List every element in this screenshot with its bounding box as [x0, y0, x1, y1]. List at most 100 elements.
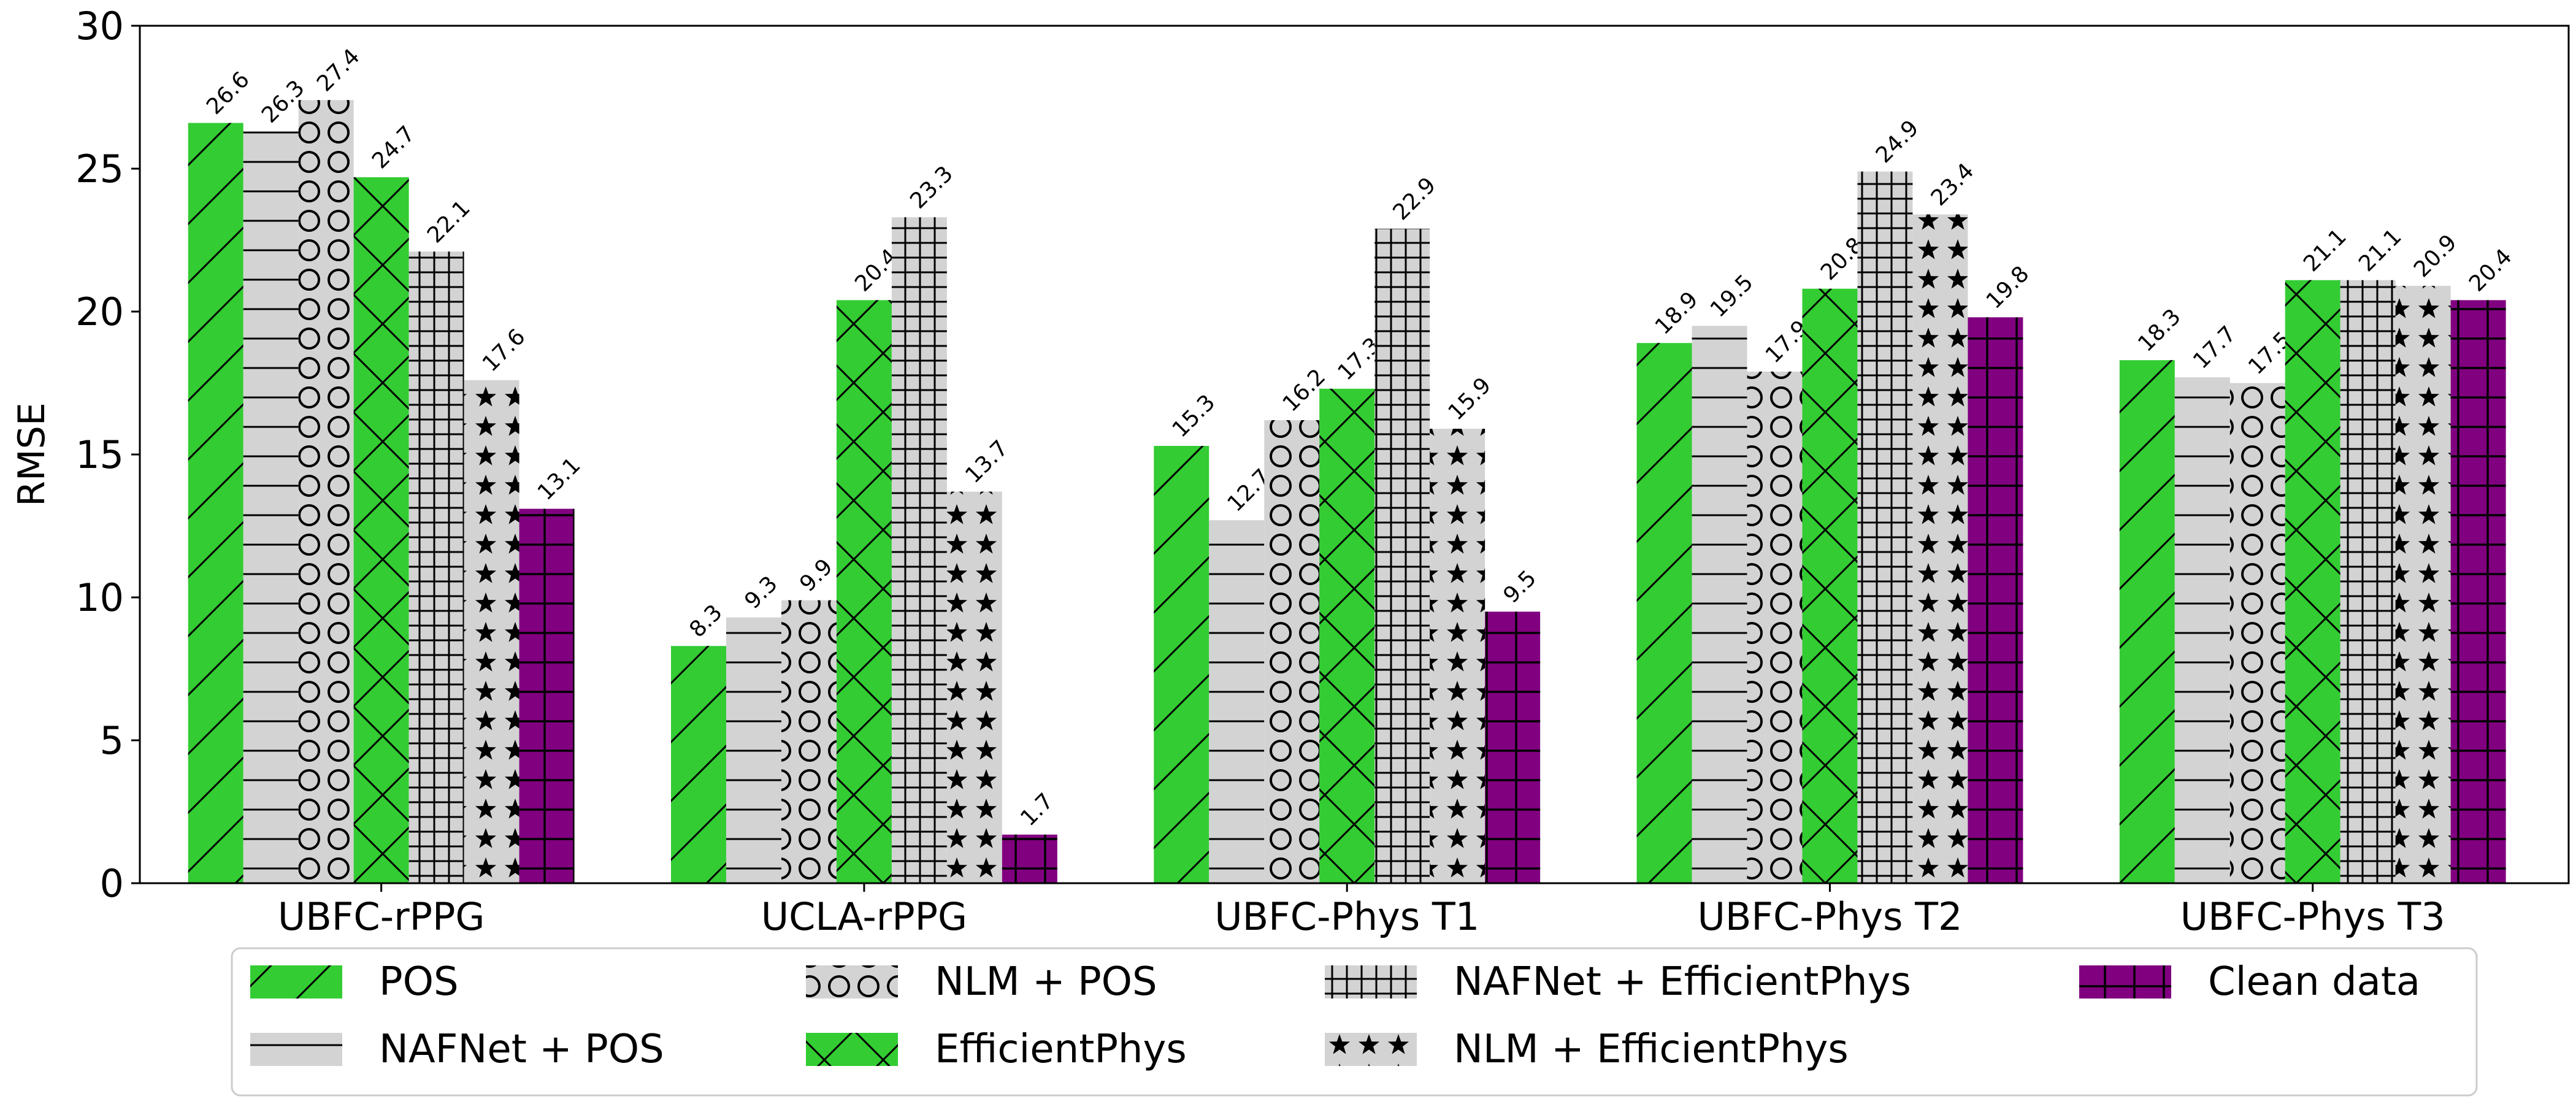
- legend-label-nlm-efficientphys: NLM + EfficientPhys: [1454, 1027, 1849, 1072]
- bar-group-clean-data-ubfc-phys-t2: 19.8: [1968, 261, 2034, 883]
- data-label-nafnet-pos-ubfc-phys-t2: 19.5: [1706, 270, 1758, 323]
- bar-group-nafnet-pos-ucla-rppg: 9.3: [726, 571, 783, 883]
- data-label-clean-data-ubfc-phys-t1: 9.5: [1498, 565, 1541, 608]
- bar-hatch-pos-ubfc-phys-t3: [2119, 360, 2175, 883]
- bar-group-nafnet-efficientphys-ubfc-phys-t3: 21.1: [2340, 224, 2407, 883]
- bar-hatch-clean-data-ucla-rppg: [1002, 834, 1057, 883]
- bar-hatch-nafnet-efficientphys-ubfc-rppg: [408, 251, 464, 883]
- bar-hatch-clean-data-ubfc-phys-t1: [1485, 611, 1541, 883]
- x-tick-label-ubfc-phys-t2: UBFC-Phys T2: [1697, 894, 1962, 939]
- bar-hatch-nafnet-efficientphys-ubfc-phys-t3: [2340, 280, 2396, 883]
- bar-group-nlm-efficientphys-ubfc-phys-t1: 15.9: [1430, 373, 1496, 883]
- bar-group-nafnet-efficientphys-ubfc-phys-t1: 22.9: [1374, 173, 1441, 883]
- data-label-nafnet-pos-ucla-rppg: 9.3: [740, 571, 782, 613]
- data-label-pos-ubfc-phys-t1: 15.3: [1168, 390, 1221, 443]
- bar-hatch-efficientphys-ubfc-phys-t3: [2285, 280, 2340, 883]
- bar-group-nafnet-pos-ubfc-rppg: 26.3: [243, 75, 310, 883]
- bar-group-pos-ubfc-phys-t2: 18.9: [1636, 287, 1703, 883]
- bar-group-nlm-pos-ubfc-phys-t2: 17.9: [1747, 316, 1814, 883]
- data-label-nlm-efficientphys-ubfc-phys-t3: 20.9: [2409, 230, 2462, 283]
- bar-hatch-pos-ubfc-phys-t2: [1636, 343, 1692, 883]
- data-label-nafnet-efficientphys-ubfc-rppg: 22.1: [423, 196, 475, 248]
- legend-swatch-hatch-nafnet-efficientphys: [1325, 965, 1417, 999]
- legend-swatch-hatch-clean-data: [2079, 965, 2171, 999]
- data-label-nlm-efficientphys-ubfc-rppg: 17.6: [478, 324, 531, 377]
- legend-label-nafnet-pos: NAFNet + POS: [379, 1027, 664, 1072]
- legend-swatch-hatch-nlm-efficientphys: [1325, 1033, 1417, 1066]
- x-tick-label-ubfc-phys-t3: UBFC-Phys T3: [2180, 894, 2445, 939]
- bar-group-pos-ubfc-rppg: 26.6: [188, 67, 255, 884]
- bar-group-pos-ucla-rppg: 8.3: [671, 600, 727, 883]
- legend-item-clean-data: Clean data: [2079, 959, 2420, 1005]
- bar-hatch-clean-data-ubfc-phys-t2: [1968, 317, 2023, 883]
- data-label-nafnet-efficientphys-ubfc-phys-t1: 22.9: [1389, 173, 1441, 226]
- x-axis: UBFC-rPPG UCLA-rPPG UBFC-Phys T1 UBFC-Phys …: [278, 883, 2445, 939]
- bar-hatch-nlm-pos-ubfc-rppg: [298, 100, 354, 883]
- bar-group-efficientphys-ucla-rppg: 20.4: [836, 244, 903, 883]
- data-label-nafnet-efficientphys-ubfc-phys-t2: 24.9: [1871, 115, 1924, 168]
- y-tick-label-10: 10: [75, 575, 124, 620]
- bar-group-clean-data-ubfc-rppg: 13.1: [519, 453, 586, 883]
- legend-swatch-hatch-efficientphys: [806, 1033, 898, 1066]
- bar-group-nafnet-pos-ubfc-phys-t3: 17.7: [2174, 321, 2241, 883]
- bar-hatch-nlm-efficientphys-ubfc-rppg: [464, 380, 519, 883]
- bar-group-clean-data-ubfc-phys-t1: 9.5: [1485, 565, 1541, 883]
- y-axis: 0 5 10 15 20 25 30: [75, 4, 140, 906]
- bar-hatch-nlm-efficientphys-ubfc-phys-t3: [2395, 286, 2451, 883]
- data-label-nafnet-efficientphys-ucla-rppg: 23.3: [905, 161, 958, 214]
- bar-group-nafnet-pos-ubfc-phys-t2: 19.5: [1692, 270, 1758, 883]
- data-label-nafnet-efficientphys-ubfc-phys-t3: 21.1: [2354, 224, 2407, 277]
- y-tick-label-25: 25: [75, 147, 124, 191]
- bar-group-nlm-pos-ucla-rppg: 9.9: [781, 554, 838, 883]
- bar-hatch-pos-ubfc-rppg: [188, 123, 243, 884]
- bar-group-nlm-pos-ubfc-phys-t1: 16.2: [1264, 364, 1330, 883]
- bar-hatch-nafnet-pos-ubfc-rppg: [243, 131, 299, 883]
- legend-item-efficientphys: EfficientPhys: [806, 1027, 1187, 1072]
- legend: POS NLM + POS NAFNet + EfficientPhys Clean …: [231, 947, 2478, 1097]
- legend-label-efficientphys: EfficientPhys: [935, 1027, 1187, 1072]
- y-tick-label-30: 30: [75, 4, 124, 48]
- legend-item-nlm-pos: NLM + POS: [806, 959, 1157, 1005]
- y-tick-label-0: 0: [100, 861, 124, 906]
- bar-hatch-clean-data-ubfc-phys-t3: [2450, 300, 2506, 883]
- bar-group-pos-ubfc-phys-t1: 15.3: [1154, 390, 1220, 883]
- data-label-clean-data-ubfc-phys-t3: 20.4: [2464, 244, 2517, 297]
- bar-group-nafnet-pos-ubfc-phys-t1: 12.7: [1209, 464, 1275, 883]
- bar-hatch-nlm-efficientphys-ubfc-phys-t1: [1430, 429, 1485, 883]
- data-label-clean-data-ubfc-rppg: 13.1: [533, 453, 586, 505]
- bar-hatch-nlm-pos-ubfc-phys-t1: [1264, 420, 1320, 883]
- bar-hatch-efficientphys-ubfc-rppg: [353, 177, 409, 884]
- bar-group-efficientphys-ubfc-phys-t2: 20.8: [1802, 232, 1869, 884]
- legend-label-pos: POS: [379, 959, 459, 1005]
- data-label-nlm-efficientphys-ubfc-phys-t2: 23.4: [1926, 158, 1979, 211]
- bar-hatch-nafnet-pos-ubfc-phys-t3: [2174, 377, 2230, 883]
- bar-group-nlm-pos-ubfc-phys-t3: 17.5: [2229, 327, 2296, 883]
- x-tick-label-ubfc-phys-t1: UBFC-Phys T1: [1214, 894, 1479, 939]
- bar-hatch-nlm-pos-ucla-rppg: [781, 600, 837, 883]
- data-label-clean-data-ubfc-phys-t2: 19.8: [1982, 261, 2034, 314]
- bar-group-clean-data-ucla-rppg: 1.7: [1002, 789, 1059, 883]
- bar-hatch-pos-ubfc-phys-t1: [1154, 446, 1209, 883]
- legend-label-clean-data: Clean data: [2208, 959, 2420, 1005]
- data-label-efficientphys-ubfc-phys-t3: 21.1: [2299, 224, 2352, 277]
- legend-label-nafnet-efficientphys: NAFNet + EfficientPhys: [1454, 959, 1911, 1005]
- bar-group-nlm-pos-ubfc-rppg: 27.4: [298, 44, 365, 883]
- bar-hatch-efficientphys-ubfc-phys-t2: [1802, 288, 1858, 884]
- data-label-nafnet-pos-ubfc-phys-t3: 17.7: [2188, 321, 2241, 374]
- data-label-nlm-efficientphys-ubfc-phys-t1: 15.9: [1444, 373, 1497, 426]
- bar-hatch-nafnet-efficientphys-ucla-rppg: [891, 217, 947, 884]
- bar-group-clean-data-ubfc-phys-t3: 20.4: [2450, 244, 2517, 883]
- bar-hatch-pos-ucla-rppg: [671, 646, 726, 883]
- data-label-nlm-pos-ucla-rppg: 9.9: [795, 554, 837, 597]
- y-axis-label: RMSE: [10, 402, 53, 506]
- data-label-nlm-efficientphys-ucla-rppg: 13.7: [960, 435, 1013, 488]
- data-label-nlm-pos-ubfc-rppg: 27.4: [312, 44, 365, 97]
- bar-group-nafnet-efficientphys-ucla-rppg: 23.3: [891, 161, 958, 884]
- legend-item-nafnet-efficientphys: NAFNet + EfficientPhys: [1325, 959, 1911, 1005]
- data-label-pos-ubfc-phys-t3: 18.3: [2133, 304, 2186, 357]
- bar-group-efficientphys-ubfc-phys-t3: 21.1: [2285, 224, 2352, 883]
- bar-hatch-nlm-pos-ubfc-phys-t3: [2229, 383, 2285, 883]
- y-tick-label-15: 15: [75, 432, 124, 477]
- x-tick-label-ubfc-rppg: UBFC-rPPG: [278, 894, 485, 939]
